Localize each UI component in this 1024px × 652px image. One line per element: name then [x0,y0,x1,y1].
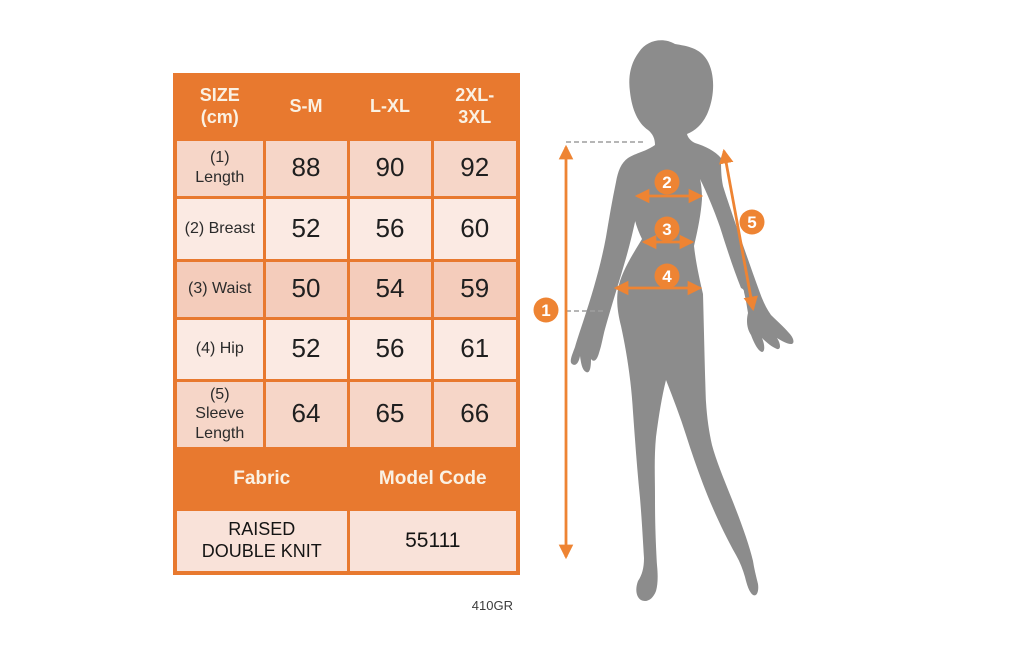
table-footer-header-row: Fabric Model Code [173,446,520,511]
measurement-diagram: 1 2 3 4 5 [525,30,810,620]
table-row: (5) Sleeve Length 64 65 66 [173,378,520,450]
hip-2xl-3xl: 61 [430,316,520,382]
badge-2-label: 2 [662,173,671,192]
hip-s-m: 52 [262,316,350,382]
table-row: (2) Breast 52 56 60 [173,195,520,262]
col-header-s-m: S-M [262,73,350,141]
badge-3: 3 [654,216,680,242]
model-code-value: 55111 [346,507,520,575]
badge-4-label: 4 [662,267,672,286]
badge-4: 4 [654,263,680,289]
table-row: (3) Waist 50 54 59 [173,258,520,320]
col-header-l-xl: L-XL [346,73,434,141]
badge-3-label: 3 [662,220,671,239]
row-label-sleeve-length: (5) Sleeve Length [173,378,266,450]
waist-2xl-3xl: 59 [430,258,520,320]
table-footer-row: RAISED DOUBLE KNIT 55111 [173,507,520,575]
row-label-length: (1) Length [173,137,266,199]
length-l-xl: 90 [346,137,434,199]
col-header-size-cm: SIZE (cm) [173,73,266,141]
badge-1-label: 1 [541,301,550,320]
badge-5: 5 [739,209,765,235]
row-label-breast: (2) Breast [173,195,266,262]
row-label-waist: (3) Waist [173,258,266,320]
fabric-value: RAISED DOUBLE KNIT [173,507,350,575]
breast-s-m: 52 [262,195,350,262]
table-row: (4) Hip 52 56 61 [173,316,520,382]
waist-l-xl: 54 [346,258,434,320]
breast-l-xl: 56 [346,195,434,262]
model-code-header: Model Code [346,446,520,511]
length-2xl-3xl: 92 [430,137,520,199]
row-label-hip: (4) Hip [173,316,266,382]
size-chart-table: SIZE (cm) S-M L-XL 2XL- 3XL (1) Length 8… [173,73,520,575]
badge-2: 2 [654,169,680,195]
hip-l-xl: 56 [346,316,434,382]
badge-5-label: 5 [747,213,756,232]
sleeve-2xl-3xl: 66 [430,378,520,450]
sleeve-s-m: 64 [262,378,350,450]
table-row: (1) Length 88 90 92 [173,137,520,199]
length-s-m: 88 [262,137,350,199]
sleeve-l-xl: 65 [346,378,434,450]
col-header-2xl-3xl: 2XL- 3XL [430,73,520,141]
sleeve-arrow [719,148,758,312]
table-header-row: SIZE (cm) S-M L-XL 2XL- 3XL [173,73,520,141]
weight-note: 410GR [471,598,513,613]
badge-1: 1 [533,297,559,323]
body-silhouette [570,40,794,601]
waist-s-m: 50 [262,258,350,320]
fabric-header: Fabric [173,446,350,511]
breast-2xl-3xl: 60 [430,195,520,262]
